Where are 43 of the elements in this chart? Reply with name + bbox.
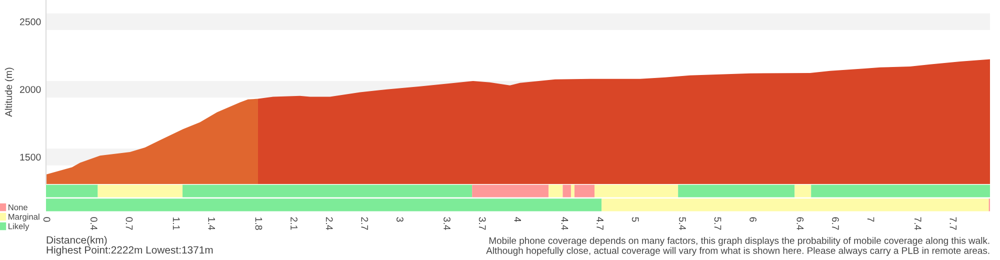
bar (472, 184, 549, 198)
bar (548, 184, 563, 198)
x-tick-label: 2.1 (290, 217, 298, 230)
legend-label: None (8, 204, 28, 210)
bar (811, 184, 990, 198)
bar (562, 184, 571, 198)
x-tick-label: 7.4 (914, 217, 922, 230)
y-axis-title: Altitude (m) (4, 68, 14, 117)
x-tick-label: 6 (750, 217, 757, 222)
x-tick-label: 1.4 (208, 218, 215, 230)
x-tick-label: 4.7 (596, 216, 604, 230)
bar (570, 184, 574, 198)
text: Although hopefully close, actual coverage will vary from what is shown here. Please always carry a PLB in remote areas. (486, 247, 990, 256)
y-tick-label: 2000 (20, 86, 41, 93)
x-tick-label: 5.4 (679, 217, 686, 230)
legend-label: Marginal (8, 214, 40, 222)
x-tick-label: 4.4 (561, 216, 568, 230)
x-tick-label: 5.7 (714, 217, 722, 230)
text: Mobile phone coverage depends on many factors, this graph displays the probability of mobile coverage along this walk. (489, 237, 990, 246)
x-tick-label: 0 (43, 217, 50, 222)
bar (678, 184, 795, 198)
x-tick-label: 7.7 (950, 217, 957, 230)
x-tick-label: 3.4 (444, 217, 450, 230)
bar (98, 184, 183, 198)
x-tick-label: 6.4 (796, 217, 804, 230)
y-tick-label: 2500 (20, 18, 41, 26)
x-tick-label: 0.7 (126, 217, 133, 230)
x-tick-label: 1.1 (172, 218, 180, 230)
x-tick-label: 0.4 (90, 217, 98, 230)
x-tick-label: 2.7 (361, 217, 368, 230)
bar (574, 184, 595, 198)
text: Highest Point:2222m Lowest:1371m (46, 246, 213, 256)
x-tick-label: 4 (514, 216, 521, 222)
x-tick-label: 2.4 (326, 217, 333, 230)
x-tick-label: 3 (396, 217, 404, 222)
x-tick-label: 1.8 (255, 218, 262, 230)
x-tick-label: 6.7 (832, 217, 839, 230)
x-axis-title: Distance(km) (46, 236, 107, 246)
x-tick-label: 5 (632, 217, 639, 222)
legend-label: Likely (8, 223, 30, 231)
x-tick-label: 3.7 (478, 217, 486, 230)
y-tick-label: 1500 (20, 154, 41, 161)
x-tick-label: 7 (867, 217, 874, 222)
